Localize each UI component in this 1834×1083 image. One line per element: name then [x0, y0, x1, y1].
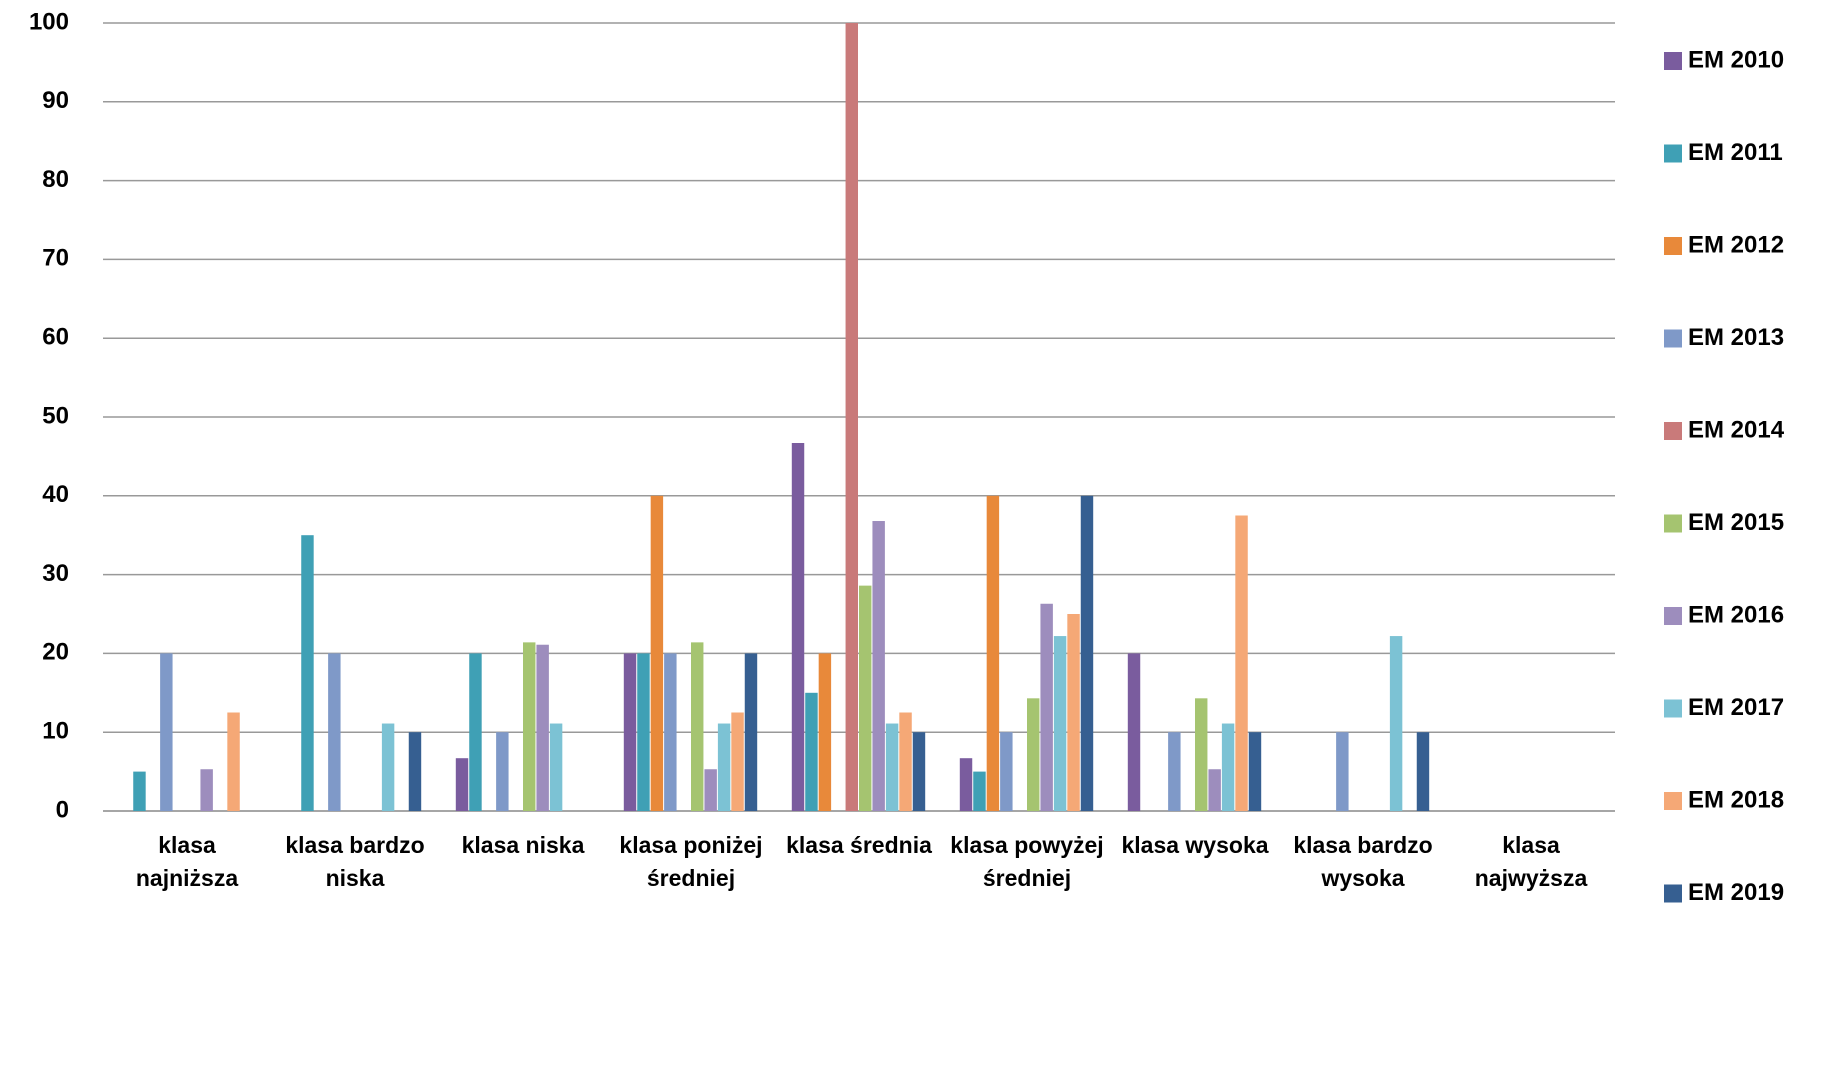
- bar: [1067, 614, 1080, 811]
- bar: [731, 712, 744, 811]
- bar: [704, 769, 717, 811]
- bar: [1053, 636, 1067, 811]
- x-tick-label: klasa bardzo niska: [285, 832, 425, 891]
- bar: [328, 653, 341, 811]
- bar: [885, 723, 899, 811]
- bar: [912, 732, 926, 811]
- legend-label: EM 2012: [1688, 231, 1784, 258]
- legend-label: EM 2017: [1688, 694, 1784, 721]
- bar: [791, 443, 805, 811]
- bar: [1127, 653, 1141, 811]
- bar: [301, 535, 314, 811]
- legend-marker: [1664, 514, 1682, 533]
- bar: [1208, 769, 1221, 811]
- bar: [845, 23, 858, 811]
- bar: [899, 712, 912, 811]
- bar: [496, 732, 509, 811]
- bar: [1000, 732, 1013, 811]
- y-tick-label: 100: [29, 8, 69, 35]
- bar: [1027, 698, 1040, 811]
- y-tick-label: 80: [42, 166, 69, 193]
- bar: [717, 723, 731, 811]
- bar: [381, 723, 395, 811]
- legend-marker: [1664, 607, 1682, 625]
- bar: [1235, 515, 1248, 811]
- legend-marker: [1664, 52, 1682, 70]
- legend-marker: [1664, 144, 1682, 163]
- y-tick-label: 10: [42, 718, 69, 745]
- bar: [133, 771, 146, 811]
- bar: [1040, 603, 1053, 811]
- y-tick-label: 90: [42, 87, 69, 114]
- x-tick-label: klasa najniższa: [135, 832, 239, 891]
- legend-marker: [1664, 422, 1682, 440]
- bar: [1195, 698, 1208, 811]
- bar: [549, 723, 563, 811]
- y-tick-label: 0: [56, 796, 69, 823]
- bar: [650, 495, 664, 811]
- bar: [523, 642, 536, 811]
- bar: [1248, 732, 1262, 811]
- bar: [818, 653, 832, 811]
- legend-marker: [1664, 792, 1682, 810]
- bar: [1221, 723, 1235, 811]
- bar: [664, 653, 677, 811]
- bar: [805, 692, 818, 811]
- legend-marker: [1664, 699, 1682, 718]
- bar: [973, 771, 986, 811]
- bar: [1416, 732, 1430, 811]
- legend-label: EM 2011: [1688, 139, 1783, 166]
- bar: [637, 653, 650, 811]
- y-tick-label: 50: [42, 402, 69, 429]
- bar: [469, 653, 482, 811]
- legend-label: EM 2018: [1688, 786, 1784, 813]
- y-tick-label: 40: [42, 481, 69, 508]
- bar: [160, 653, 173, 811]
- y-tick-label: 60: [42, 324, 69, 351]
- x-tick-label: klasa niska: [461, 832, 585, 858]
- legend-label: EM 2013: [1688, 324, 1784, 351]
- y-tick-label: 30: [42, 560, 69, 587]
- x-tick-label: klasa wysoka: [1121, 832, 1269, 858]
- x-tick-label: klasa powyżej średniej: [950, 832, 1104, 891]
- x-tick-label: klasa poniżej średniej: [619, 832, 763, 891]
- bar: [859, 585, 872, 811]
- y-tick-label: 70: [42, 245, 69, 272]
- x-tick-label: klasa najwyższa: [1474, 832, 1588, 891]
- bar: [536, 644, 549, 811]
- bar: [1080, 495, 1094, 811]
- y-tick-label: 20: [42, 639, 69, 666]
- legend-label: EM 2015: [1688, 509, 1784, 536]
- bar: [227, 712, 240, 811]
- bar: [200, 769, 213, 811]
- legend-marker: [1664, 237, 1682, 255]
- legend-marker: [1664, 884, 1682, 903]
- bar: [986, 495, 1000, 811]
- bar: [959, 758, 973, 811]
- legend-label: EM 2010: [1688, 46, 1784, 73]
- bar: [744, 653, 758, 811]
- legend-marker: [1664, 329, 1682, 348]
- bar: [1168, 732, 1181, 811]
- legend-label: EM 2019: [1688, 879, 1784, 906]
- bar: [408, 732, 422, 811]
- bar: [623, 653, 637, 811]
- bar: [1389, 636, 1403, 811]
- legend-label: EM 2016: [1688, 601, 1784, 628]
- x-tick-label: klasa bardzo wysoka: [1293, 832, 1433, 891]
- x-tick-label: klasa średnia: [786, 832, 932, 858]
- bar: [1336, 732, 1349, 811]
- bar: [455, 758, 469, 811]
- bar: [872, 521, 885, 811]
- legend-label: EM 2014: [1688, 416, 1785, 443]
- bar: [691, 642, 704, 811]
